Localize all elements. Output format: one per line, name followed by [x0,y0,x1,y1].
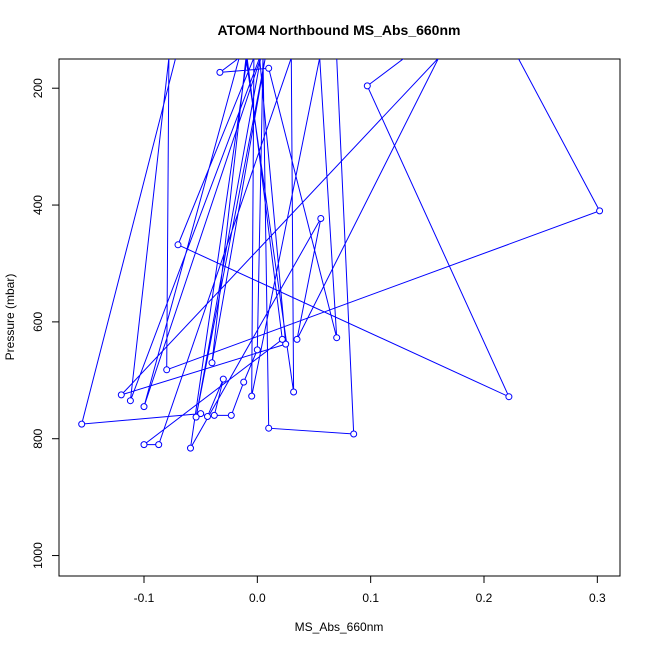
data-point [363,82,371,90]
data-point [210,411,218,419]
data-point [187,444,194,452]
data-point [317,215,325,222]
data-point [174,241,182,249]
data-point [163,366,171,374]
data-point [155,441,163,449]
y-axis-label: Pressure (mbar) [3,274,17,361]
data-point [505,393,513,401]
data-point [350,430,358,438]
x-tick-label: 0.3 [589,591,606,605]
data-point [140,403,148,411]
data-point [192,413,200,421]
data-point [282,340,290,348]
data-point [219,375,227,383]
y-tick-label: 1000 [31,542,45,569]
y-axis: 200 400 600 800 1000 [31,78,60,569]
x-tick-label: 0.2 [476,591,493,605]
data-point [596,207,604,215]
x-tick-label: 0.0 [249,591,266,605]
y-tick-label: 800 [31,428,45,448]
data-point [248,392,256,400]
data-point [333,334,341,342]
data-point [78,420,86,428]
data-point [208,359,216,367]
x-tick-label: 0.1 [362,591,379,605]
plot-frame [58,58,621,577]
data-point [117,391,125,399]
data-point [240,378,248,386]
data-point [265,424,273,432]
x-axis: -0.1 0.0 0.1 0.2 0.3 [134,575,606,605]
x-axis-label: MS_Abs_660nm [295,620,384,634]
data-point [265,64,273,72]
data-point [204,413,211,420]
data-point [253,346,261,354]
data-point [126,397,134,405]
data-point [140,441,148,449]
data-point [227,411,235,419]
data-point [216,68,224,76]
chart-title: ATOM4 Northbound MS_Abs_660nm [218,22,461,38]
plot-area [78,59,604,452]
data-point [293,335,301,343]
data-point [197,410,205,418]
y-tick-label: 600 [31,312,45,332]
x-tick-label: -0.1 [134,591,155,605]
y-tick-label: 200 [31,78,45,98]
series-line [81,59,601,449]
y-tick-label: 400 [31,195,45,215]
data-point [290,388,298,396]
data-point [278,335,286,343]
